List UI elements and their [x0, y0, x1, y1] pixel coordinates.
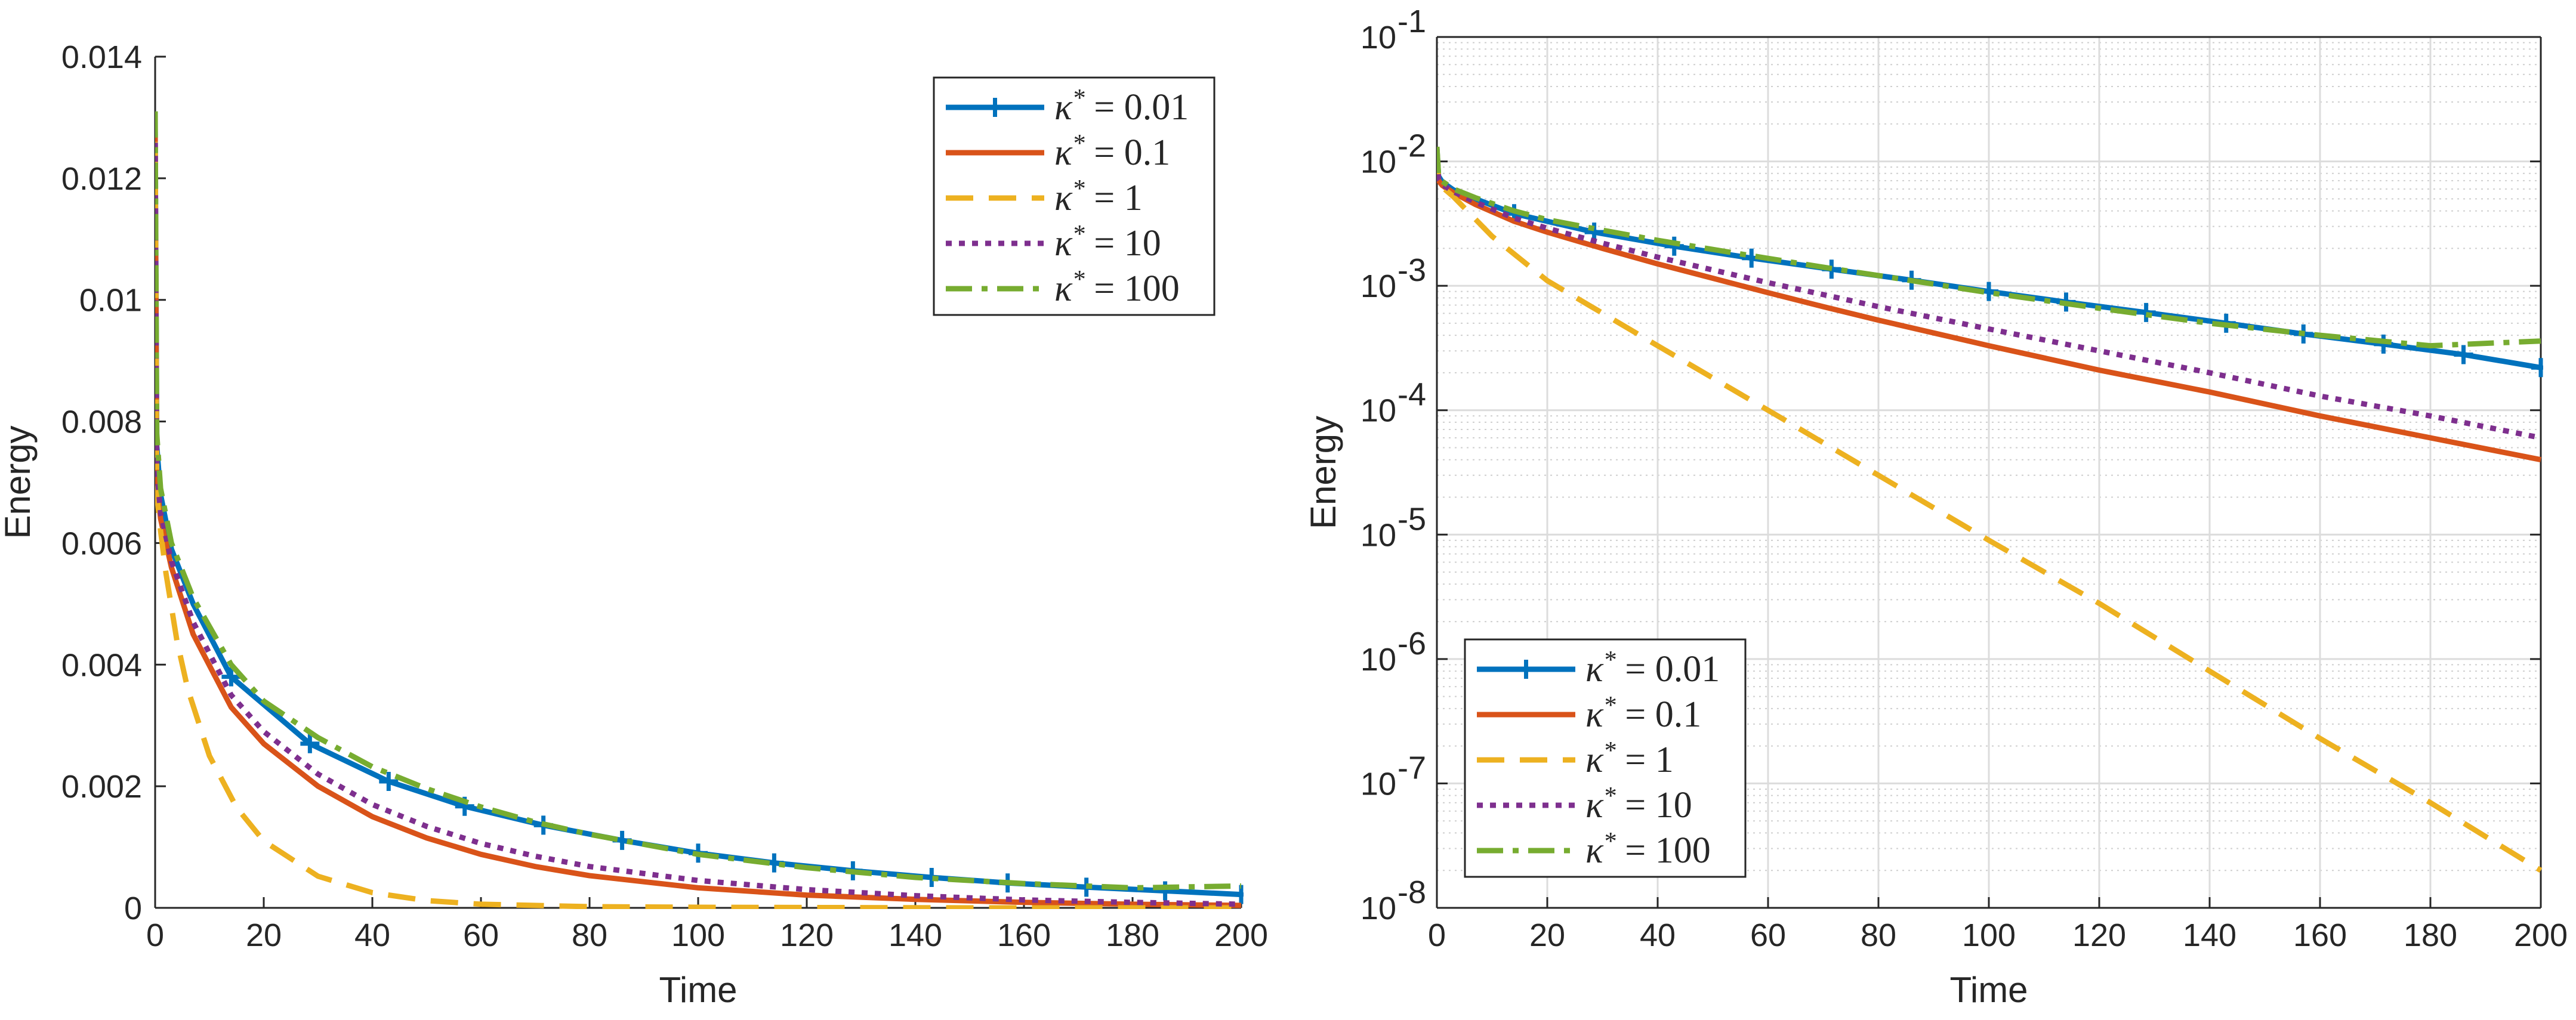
legend-label: κ* = 0.01 [1585, 647, 1720, 690]
y-tick-exponent: -8 [1397, 874, 1426, 910]
y-tick-exponent: -2 [1397, 128, 1426, 164]
y-tick-label: 0 [124, 891, 142, 926]
series-line [1437, 148, 2541, 463]
x-tick-label: 40 [1640, 917, 1676, 953]
legend-label: κ* = 1 [1585, 737, 1674, 780]
data-point-marker [379, 771, 399, 791]
series-line [1437, 149, 2543, 873]
data-point-marker [300, 734, 320, 753]
legend-label: κ* = 0.1 [1054, 130, 1170, 173]
y-tick-exponent: -1 [1397, 4, 1426, 39]
x-tick-label: 60 [463, 917, 499, 953]
x-tick-label: 100 [1962, 917, 2016, 953]
series-group [1437, 146, 2543, 873]
x-tick-label: 100 [671, 917, 725, 953]
data-point-marker [1155, 881, 1175, 901]
legend-label: κ* = 10 [1585, 783, 1692, 826]
series-line [155, 111, 1242, 891]
y-tick-label: 10 [1361, 766, 1396, 802]
series-group [155, 111, 1244, 909]
legend-label: κ* = 0.01 [1054, 85, 1189, 128]
legend-marker [1516, 660, 1536, 679]
legend-label: κ* = 100 [1054, 266, 1180, 309]
y-tick-label: 0.006 [61, 526, 142, 561]
y-tick-label: 10 [1361, 20, 1396, 55]
data-point-marker [1664, 236, 1684, 256]
x-tick-label: 40 [354, 917, 390, 953]
y-tick-label: 0.002 [61, 769, 142, 805]
linear-energy-chart: 0 20 40 60 80 100 120 140 160 180 200 0 0.002 0.004 0.… [0, 39, 1268, 1010]
y-tick-label: 10 [1361, 642, 1396, 678]
y-tick-label: 10 [1361, 517, 1396, 553]
x-tick-label: 140 [889, 917, 942, 953]
legend-label: κ* = 1 [1054, 175, 1143, 218]
series-line [155, 141, 1241, 909]
legend-label: κ* = 10 [1054, 221, 1161, 264]
x-axis-label: Time [659, 970, 737, 1010]
x-tick-label: 120 [780, 917, 834, 953]
x-tick-label: 20 [1529, 917, 1565, 953]
y-tick-label: 0.004 [61, 647, 142, 683]
y-tick-label: 10 [1361, 393, 1396, 429]
y-tick-label: 0.012 [61, 161, 142, 197]
x-tick-label: 180 [1106, 917, 1159, 953]
x-tick-label: 160 [2293, 917, 2347, 953]
series-line [155, 129, 1242, 907]
data-point-marker [221, 667, 241, 687]
legend-label: κ* = 0.1 [1585, 692, 1701, 735]
y-tick-exponent: -4 [1397, 377, 1426, 413]
y-tick-label: 0.014 [61, 39, 142, 75]
legend: κ* = 0.01κ* = 0.1κ* = 1κ* = 10κ* = 100 [1464, 638, 1747, 878]
data-point-marker [2531, 358, 2543, 378]
legend-box [933, 76, 1215, 316]
x-tick-label: 140 [2183, 917, 2236, 953]
series-line [1437, 147, 2541, 441]
y-tick-label: 10 [1361, 268, 1396, 304]
x-tick-label: 20 [246, 917, 282, 953]
x-tick-label: 0 [146, 917, 164, 953]
y-axis-label: Energy [1303, 416, 1343, 529]
y-tick-exponent: -3 [1397, 252, 1426, 288]
x-tick-label: 160 [997, 917, 1051, 953]
legend-marker [985, 98, 1005, 117]
x-tick-label: 80 [572, 917, 607, 953]
x-tick-label: 180 [2404, 917, 2457, 953]
y-tick-label: 10 [1361, 144, 1396, 180]
x-axis-label: Time [1949, 970, 2028, 1010]
data-point-marker [2136, 302, 2156, 322]
y-tick-exponent: -7 [1397, 750, 1426, 786]
legend: κ* = 0.01κ* = 0.1κ* = 1κ* = 10κ* = 100 [933, 76, 1215, 316]
y-tick-label: 10 [1361, 891, 1396, 926]
y-tick-exponent: -5 [1397, 501, 1426, 537]
y-tick-label: 0.01 [79, 283, 142, 319]
x-tick-label: 200 [1214, 917, 1268, 953]
legend-label: κ* = 100 [1585, 828, 1711, 871]
y-tick-label: 0.008 [61, 404, 142, 440]
y-tick-exponent: -6 [1397, 626, 1426, 662]
series-line [1437, 146, 2541, 349]
y-axis-label: Energy [0, 425, 38, 539]
x-tick-label: 60 [1750, 917, 1786, 953]
data-point-marker [2454, 345, 2473, 364]
axes: 0 20 40 60 80 100 120 140 160 180 200 0 0.002 0.004 0.… [0, 39, 1268, 1010]
x-tick-label: 120 [2072, 917, 2126, 953]
x-tick-label: 80 [1861, 917, 1896, 953]
x-tick-label: 200 [2514, 917, 2568, 953]
x-tick-label: 0 [1428, 917, 1446, 953]
legend-box [1464, 638, 1747, 878]
